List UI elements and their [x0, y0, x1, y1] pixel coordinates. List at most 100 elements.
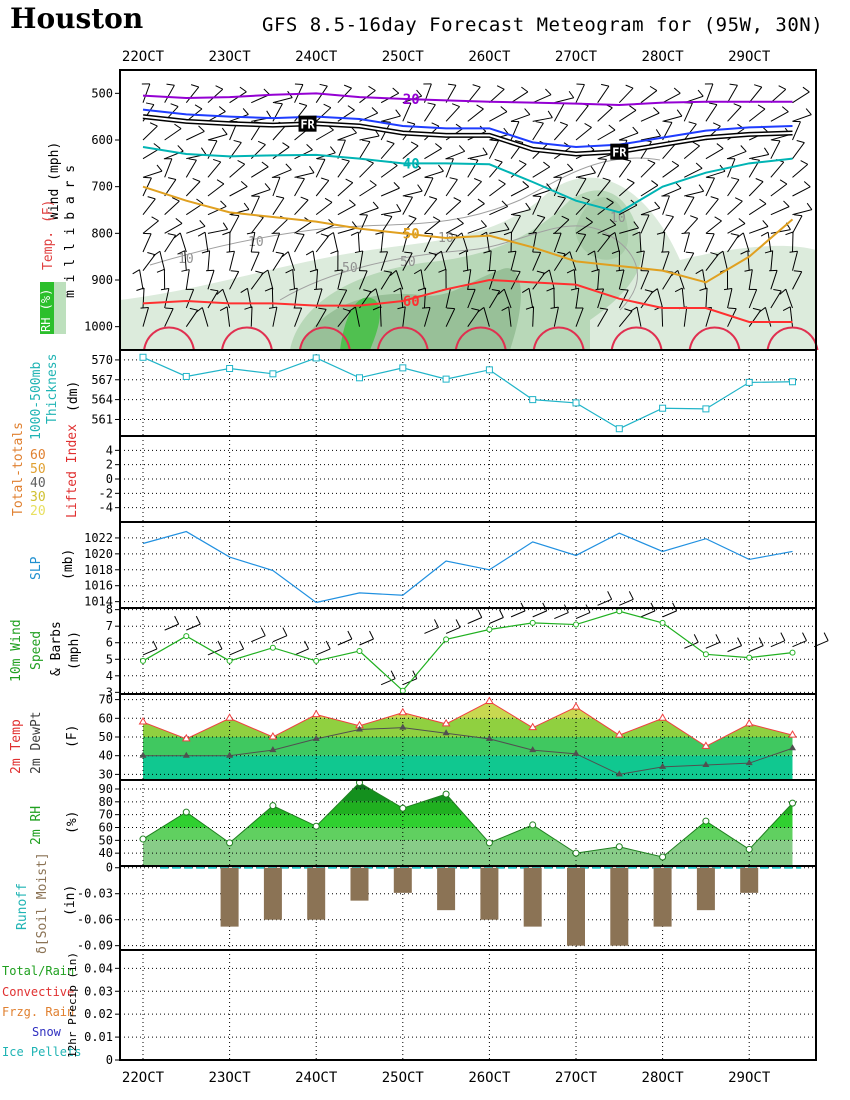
wind-barb-flag [764, 250, 773, 254]
wind-barb [597, 269, 600, 290]
wind-barb-flag [239, 86, 247, 93]
wind-barb [683, 123, 697, 141]
rh-point [745, 845, 753, 853]
wind-barb-flag [561, 215, 570, 221]
wind-barb-flag [264, 287, 273, 292]
dewpt-point [442, 729, 450, 736]
wind-barb-flag [324, 197, 333, 203]
wind-barb-flag [654, 201, 661, 209]
wind-barb-flag [778, 85, 786, 90]
wind-barb-flag [779, 179, 788, 185]
wind-barb [467, 225, 487, 234]
wind-barb-flag [140, 306, 149, 309]
wind-speed-point [529, 619, 536, 626]
wind-barb-flag [542, 269, 550, 276]
temp-point [658, 713, 667, 721]
wind-barb-flag [192, 177, 201, 182]
wind-barb-flag [132, 269, 140, 275]
wind-barb [402, 232, 409, 253]
wind-barb [359, 214, 368, 234]
wind-barb [662, 216, 674, 234]
wind-barb [575, 307, 584, 327]
wind-barb [467, 181, 482, 197]
wind-barb-flag [408, 215, 417, 219]
wind-barb-flag [136, 287, 145, 292]
warm-contour [610, 326, 663, 351]
wind-barb [747, 250, 750, 271]
wind-barb [770, 250, 774, 271]
dewpt-point [789, 744, 796, 751]
wind-barb [164, 158, 173, 178]
wind-barb-flag [794, 214, 803, 217]
wind-barb [662, 143, 677, 159]
wind-barb-flag [350, 231, 359, 236]
wind-barb [445, 223, 464, 234]
wind-barb [618, 269, 625, 290]
thickness-point [789, 378, 796, 386]
wind-barb [792, 142, 805, 159]
y-tick-label: 1016 [84, 579, 113, 593]
wind-barb-flag [435, 143, 442, 149]
bottom-date-label: 22OCT [122, 1070, 165, 1086]
wind-barb [423, 177, 434, 197]
wind-barb [467, 159, 479, 178]
wind-barb [532, 189, 552, 197]
wind-barb [294, 199, 309, 216]
wind-barb-flag [490, 139, 499, 142]
wind-barb-flag [477, 198, 485, 205]
wind-barb-flag [823, 632, 829, 641]
wind-barb [532, 252, 542, 271]
bottom-date-label: 27OCT [555, 1070, 598, 1086]
wind-barb-flag [626, 178, 635, 184]
wind-barb-flag [321, 177, 329, 181]
wind-barb [250, 166, 269, 178]
wind-speed-point [269, 644, 276, 651]
wind-barb-flag [330, 250, 339, 254]
wind-barb [488, 140, 499, 159]
wind-barb [489, 229, 510, 234]
wind-barb [229, 209, 250, 216]
wind-barb-flag [261, 161, 269, 168]
top-date-axis: 22OCT 23OCT 24OCT 25OCT 26OCT 27OCT 28OCT 29OCT [122, 49, 771, 65]
rh-point [702, 817, 710, 825]
wind-barb-flag [300, 196, 309, 201]
y-tick-label: 70 [99, 808, 113, 822]
wind-barb-flag [410, 141, 419, 147]
wind-barb [656, 288, 664, 309]
wind-barb-flag [512, 214, 521, 217]
wind-barb-flag [755, 178, 764, 183]
wind-barb [272, 232, 281, 253]
wind-barb [142, 170, 163, 178]
wind-speed-point [573, 621, 579, 628]
wind-barb-flag [729, 83, 738, 86]
rh-label: RH (%) [39, 289, 53, 332]
wind-barb-flag [343, 84, 352, 89]
wind-barb-flag [304, 640, 309, 650]
runoff-label: Runoff [15, 883, 30, 930]
wind-speed-point [356, 648, 363, 654]
wind-barb-flag [740, 145, 747, 152]
wind-barb [380, 678, 396, 686]
wind-barb-flag [458, 250, 467, 255]
wind-barb [355, 306, 360, 327]
y-tick-label: 1018 [84, 563, 113, 577]
wind-barb-flag [498, 179, 506, 185]
wind-barb-flag [195, 615, 201, 625]
temp2m-unit: (F) [65, 725, 80, 748]
temp-point [744, 718, 754, 727]
wind-barb-flag [607, 591, 613, 600]
wind-barb [164, 288, 170, 309]
wind-barb [272, 97, 293, 104]
wind-barb-flag [361, 139, 371, 143]
thickness-label-1: 1000-500mb [29, 362, 44, 440]
wind-barb [294, 105, 308, 122]
wind-barb-flag [424, 176, 434, 179]
wind-barb [267, 269, 274, 290]
wind-barb-flag [758, 637, 764, 646]
wind-barb-flag [276, 195, 285, 199]
wind-barb [727, 308, 737, 327]
wind-barb-flag [632, 231, 641, 236]
y-tick-label: 900 [91, 273, 113, 287]
wind-barb-flag [417, 184, 423, 192]
